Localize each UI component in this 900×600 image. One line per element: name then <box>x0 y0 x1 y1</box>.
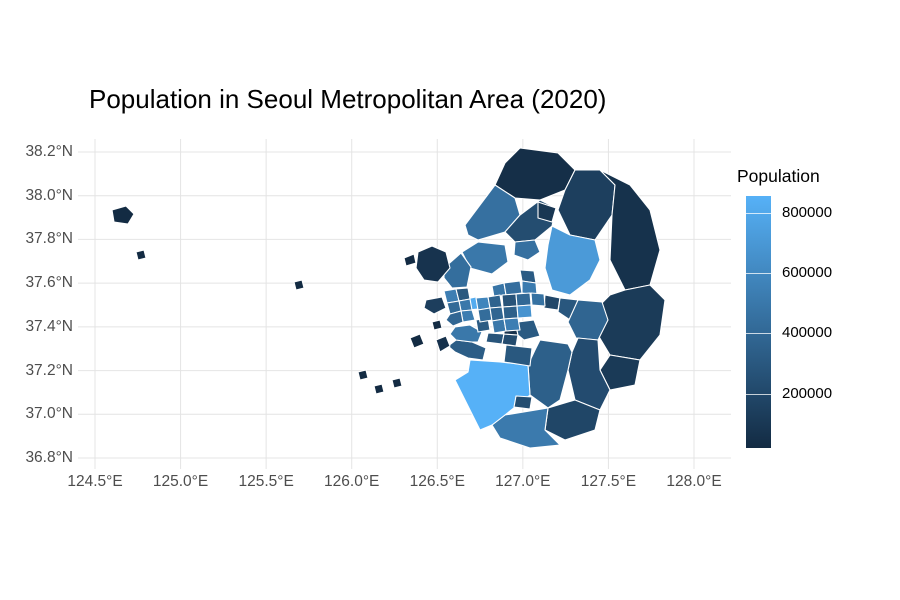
region-suwon <box>503 344 533 367</box>
region-deokjeok <box>293 279 305 291</box>
y-tick-label: 37.2°N <box>25 361 73 379</box>
region-ongjin-3 <box>391 377 403 389</box>
region-baengnyeong <box>111 205 135 225</box>
region-ongjin-2 <box>373 383 385 395</box>
x-tick-label: 127.0°E <box>495 473 551 490</box>
legend-tick-label: 200000 <box>782 384 833 402</box>
x-tick-label: 126.5°E <box>409 473 465 490</box>
region-anyang <box>485 332 505 345</box>
x-tick-label: 127.5°E <box>580 473 637 490</box>
region-mapo <box>487 294 503 309</box>
region-daebudo <box>435 335 451 353</box>
region-anseong <box>544 399 601 441</box>
region-muuido <box>431 319 443 331</box>
region-gyodong <box>403 253 417 267</box>
legend-tick-mark <box>746 212 771 214</box>
region-yeonsu <box>445 310 464 327</box>
region-jongno-jung <box>501 293 518 308</box>
region-gunpo-uiwang <box>501 333 519 347</box>
region-gangdong <box>530 292 546 307</box>
y-tick-label: 37.0°N <box>25 405 73 423</box>
y-tick-label: 38.2°N <box>25 143 73 160</box>
chart-title: Population in Seoul Metropolitan Area (2… <box>89 84 607 114</box>
region-siheung <box>449 324 483 343</box>
x-tick-label: 128.0°E <box>666 473 722 490</box>
region-dongdaemun <box>515 292 532 307</box>
region-osan <box>513 395 533 410</box>
y-tick-label: 37.8°N <box>25 230 73 248</box>
x-tick-label: 125.5°E <box>238 473 294 490</box>
y-tick-label: 37.4°N <box>25 317 73 335</box>
legend-tick-mark <box>746 393 771 395</box>
region-yeongheung <box>409 333 425 349</box>
x-tick-label: 124.5°E <box>67 473 123 490</box>
region-daecheong <box>135 249 147 261</box>
legend-tick-label: 800000 <box>782 203 833 221</box>
legend-title: Population <box>737 166 820 186</box>
region-gimpo <box>443 252 472 289</box>
region-uijeongbu <box>513 239 541 261</box>
region-gangnam-seocho <box>503 317 521 332</box>
region-dongducheon <box>537 201 557 223</box>
y-tick-label: 36.8°N <box>25 449 73 466</box>
legend-tick-mark <box>746 272 771 274</box>
legend-tick-label: 600000 <box>782 263 833 281</box>
region-seongbuk <box>503 280 523 296</box>
region-pyeongtaek <box>491 407 561 449</box>
region-seongdong-gwangjin <box>502 305 519 320</box>
region-guri <box>543 294 561 311</box>
region-ongjin-1 <box>357 369 369 381</box>
region-yeoju <box>599 354 641 391</box>
region-incheon-jung <box>423 296 447 315</box>
y-tick-label: 37.6°N <box>25 274 73 292</box>
x-tick-label: 126.0°E <box>324 473 380 490</box>
region-yongin <box>527 339 573 409</box>
region-namyangju <box>544 225 601 296</box>
x-tick-label: 125.0°E <box>152 473 209 490</box>
legend-colorbar <box>746 196 771 448</box>
legend-tick-mark <box>746 333 771 335</box>
y-tick-label: 38.0°N <box>25 186 73 204</box>
legend-tick-label: 400000 <box>782 324 833 342</box>
region-ganghwa <box>415 245 451 283</box>
region-songpa <box>516 304 533 319</box>
region-ansan <box>447 339 487 361</box>
